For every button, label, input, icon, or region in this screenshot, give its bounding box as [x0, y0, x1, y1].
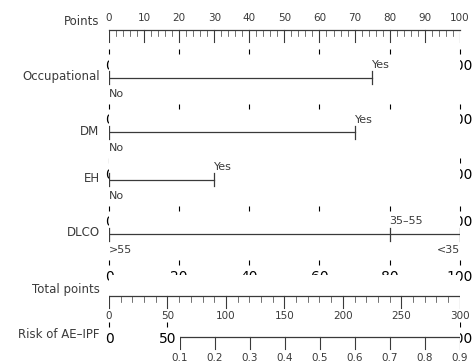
- Text: 0: 0: [106, 13, 112, 23]
- Text: Yes: Yes: [355, 115, 373, 124]
- Text: 0.3: 0.3: [242, 353, 258, 363]
- Text: 0.4: 0.4: [277, 353, 293, 363]
- Text: 250: 250: [392, 311, 411, 321]
- Text: 0.2: 0.2: [207, 353, 223, 363]
- Text: <35: <35: [437, 245, 460, 255]
- Text: 50: 50: [278, 13, 291, 23]
- Text: Occupational: Occupational: [22, 70, 100, 83]
- Text: 0.8: 0.8: [417, 353, 433, 363]
- Text: DLCO: DLCO: [66, 226, 100, 240]
- Text: 10: 10: [137, 13, 151, 23]
- Text: 60: 60: [313, 13, 326, 23]
- Text: 150: 150: [274, 311, 294, 321]
- Text: 0.6: 0.6: [346, 353, 363, 363]
- Text: Total points: Total points: [32, 283, 100, 296]
- Text: DM: DM: [80, 124, 100, 138]
- Text: EH: EH: [83, 172, 100, 185]
- Text: 30: 30: [208, 13, 221, 23]
- Text: Risk of AE–IPF: Risk of AE–IPF: [18, 328, 100, 341]
- Text: 40: 40: [243, 13, 256, 23]
- Text: Points: Points: [64, 15, 100, 28]
- Text: 35–55: 35–55: [390, 217, 423, 226]
- Text: 200: 200: [333, 311, 353, 321]
- Text: >55: >55: [109, 245, 132, 255]
- Text: 90: 90: [418, 13, 431, 23]
- Text: No: No: [109, 88, 124, 99]
- Text: 100: 100: [216, 311, 236, 321]
- Text: No: No: [109, 190, 124, 201]
- Text: 80: 80: [383, 13, 396, 23]
- Text: 50: 50: [161, 311, 174, 321]
- Text: 0.1: 0.1: [172, 353, 188, 363]
- Text: No: No: [109, 143, 124, 153]
- Text: 0.9: 0.9: [452, 353, 468, 363]
- Text: 20: 20: [173, 13, 186, 23]
- Text: Yes: Yes: [214, 162, 232, 172]
- Text: 300: 300: [450, 311, 470, 321]
- Text: 100: 100: [450, 13, 470, 23]
- Text: 0.5: 0.5: [312, 353, 328, 363]
- Text: 0: 0: [106, 311, 112, 321]
- Text: Yes: Yes: [372, 60, 390, 70]
- Text: 0.7: 0.7: [382, 353, 398, 363]
- Text: 70: 70: [348, 13, 361, 23]
